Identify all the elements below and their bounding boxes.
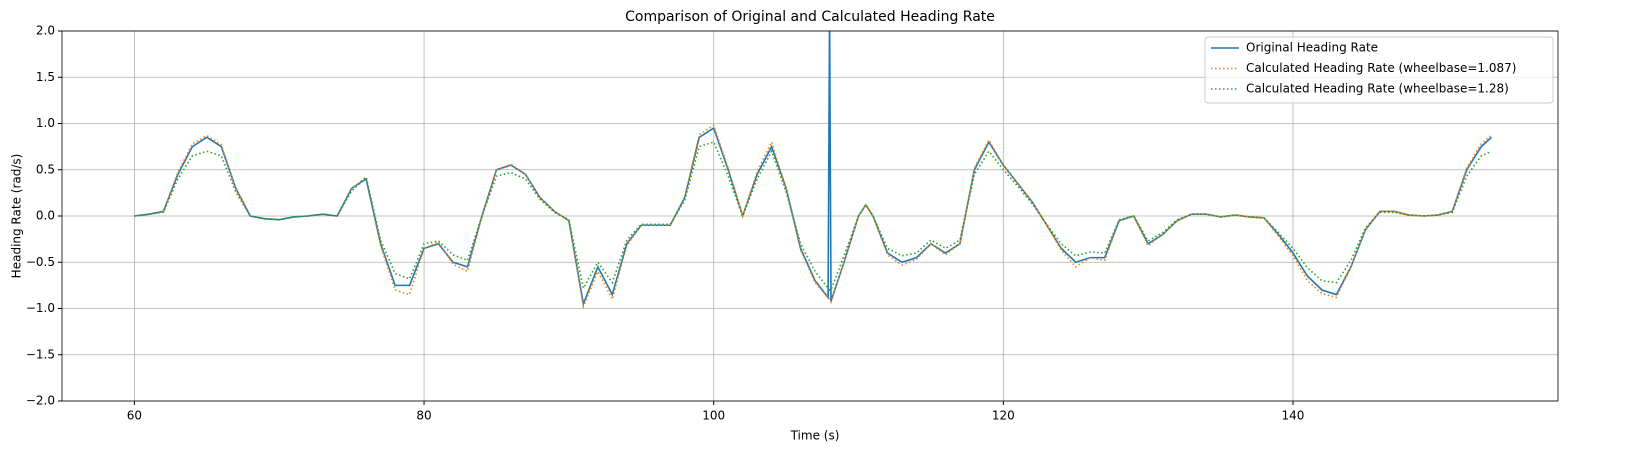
y-tick-label: 0.0 bbox=[36, 209, 55, 223]
y-tick-label: −2.0 bbox=[26, 394, 55, 408]
legend-label: Original Heading Rate bbox=[1246, 41, 1378, 55]
y-tick-label: −0.5 bbox=[26, 255, 55, 269]
y-axis-label: Heading Rate (rad/s) bbox=[10, 154, 24, 279]
legend: Original Heading Rate Calculated Heading … bbox=[1204, 36, 1554, 104]
x-tick-label: 80 bbox=[416, 409, 431, 423]
legend-label: Calculated Heading Rate (wheelbase=1.087… bbox=[1246, 61, 1516, 75]
y-tick-label: −1.0 bbox=[26, 301, 55, 315]
y-tick-label: 1.5 bbox=[36, 70, 55, 84]
x-tick-label: 120 bbox=[992, 409, 1015, 423]
y-tick-label: 1.0 bbox=[36, 116, 55, 130]
x-tick-label: 60 bbox=[127, 409, 142, 423]
legend-label: Calculated Heading Rate (wheelbase=1.28) bbox=[1246, 82, 1509, 96]
y-tick-label: −1.5 bbox=[26, 347, 55, 361]
chart-title: Comparison of Original and Calculated He… bbox=[625, 9, 995, 25]
legend-box bbox=[1204, 36, 1554, 104]
data-line bbox=[134, 124, 1492, 310]
x-tick-label: 100 bbox=[702, 409, 725, 423]
axes-frame bbox=[61, 30, 1559, 402]
x-tick-label: 140 bbox=[1282, 409, 1305, 423]
plot-area bbox=[134, 31, 1492, 310]
y-tick-label: 0.5 bbox=[36, 162, 55, 176]
x-axis-label: Time (s) bbox=[790, 429, 840, 443]
y-tick-label: 2.0 bbox=[36, 24, 55, 38]
